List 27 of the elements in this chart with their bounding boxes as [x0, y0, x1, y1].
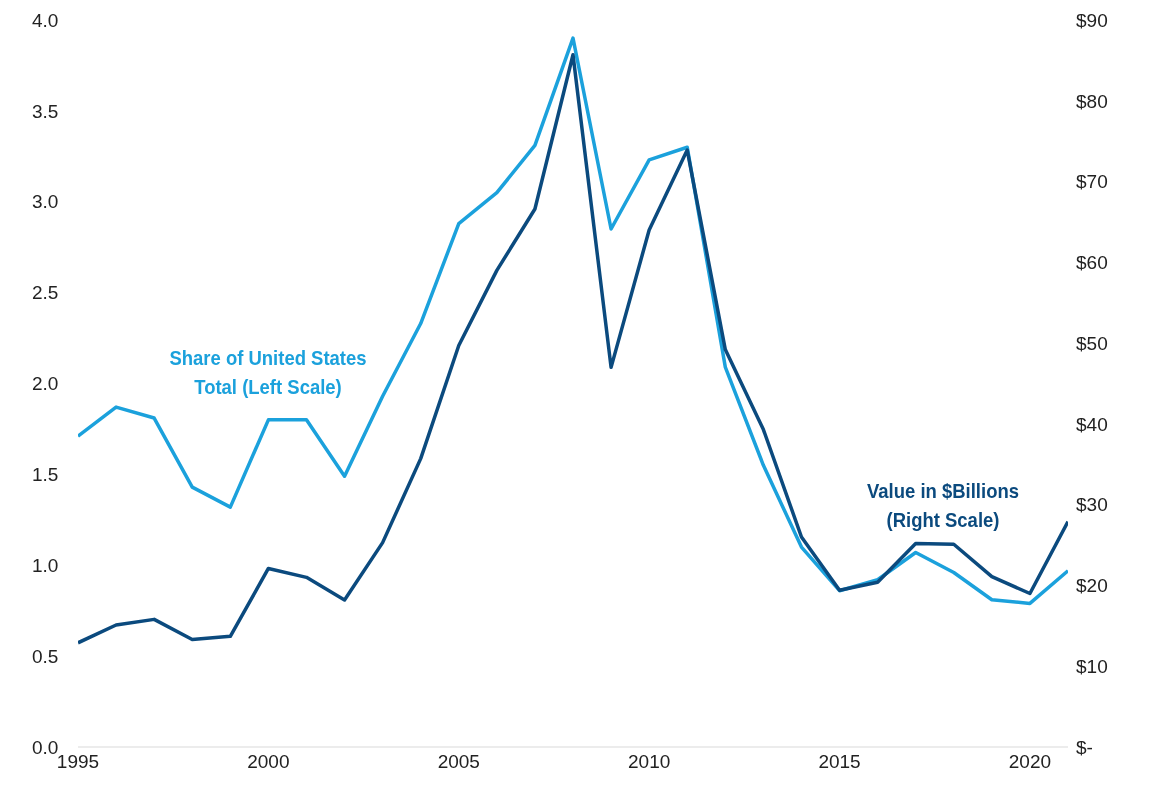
y-tick-label: 4.0 [32, 9, 59, 31]
y-tick-label: 2.5 [32, 282, 59, 304]
y-tick-label: 0.5 [32, 645, 59, 667]
series-label: Value in $Billions (Right Scale) [866, 478, 1020, 533]
y2-tick-label: $- [1076, 736, 1093, 758]
y2-tick-label: $90 [1076, 9, 1108, 31]
y-tick-label: 2.0 [32, 373, 59, 395]
y2-tick-label: $20 [1076, 575, 1108, 597]
x-tick-label: 2000 [247, 751, 290, 773]
x-tick-label: 2010 [628, 751, 671, 773]
y2-tick-label: $50 [1076, 332, 1108, 354]
x-tick-label: 2020 [1008, 751, 1052, 773]
y2-tick-label: $80 [1076, 90, 1108, 112]
y-tick-label: 1.5 [32, 464, 59, 486]
y2-tick-label: $10 [1076, 655, 1108, 677]
y-tick-label: 1.0 [32, 554, 59, 576]
y2-tick-label: $60 [1076, 252, 1108, 274]
x-tick-label: 1995 [56, 751, 100, 773]
x-tick-label: 2015 [818, 751, 861, 773]
y2-tick-label: $40 [1076, 413, 1108, 435]
y2-tick-label: $70 [1076, 171, 1108, 193]
x-tick-label: 2005 [437, 751, 480, 773]
series-label: Share of United States Total (Left Scale) [168, 345, 368, 400]
y2-tick-label: $30 [1076, 494, 1108, 516]
y-tick-label: 3.0 [32, 191, 59, 213]
y-tick-label: 3.5 [32, 100, 59, 122]
y-tick-label: 0.0 [32, 736, 59, 758]
